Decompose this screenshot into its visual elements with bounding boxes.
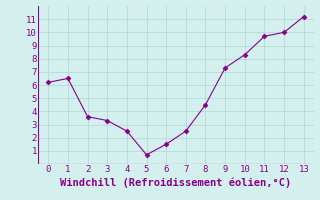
X-axis label: Windchill (Refroidissement éolien,°C): Windchill (Refroidissement éolien,°C) — [60, 177, 292, 188]
